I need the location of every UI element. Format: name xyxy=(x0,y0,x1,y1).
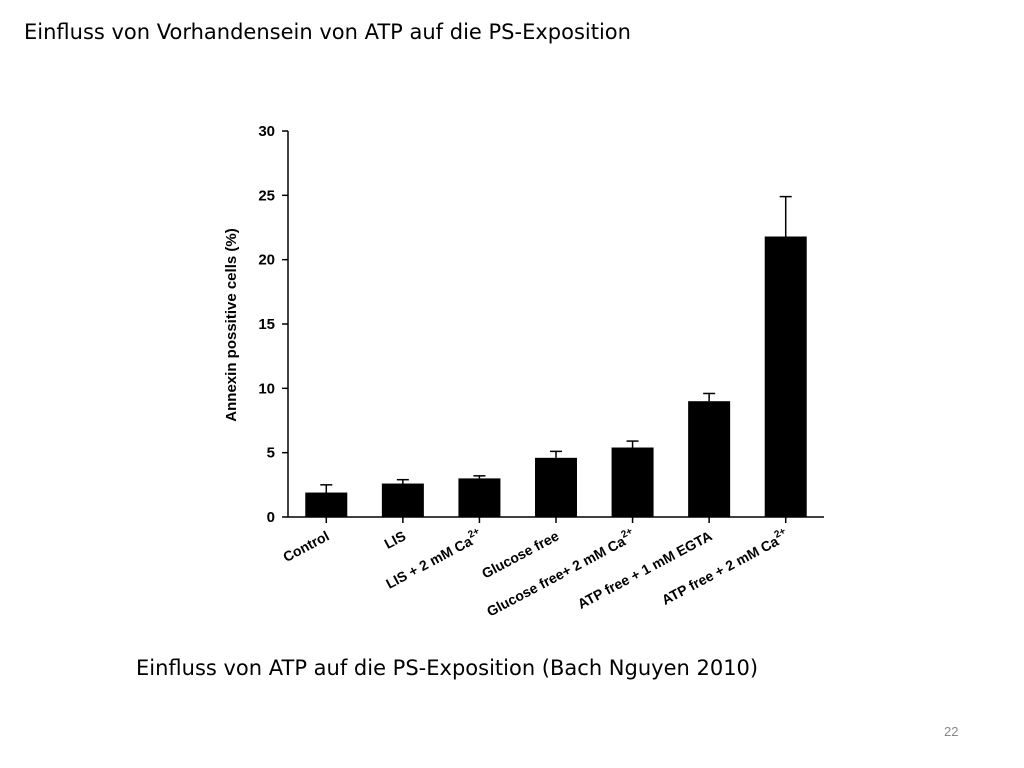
x-tick-label-superscript: 2+ xyxy=(466,526,481,541)
bar xyxy=(381,483,424,517)
x-tick-label: ATP free + 2 mM Ca2+ xyxy=(658,526,791,608)
y-tick-label: 5 xyxy=(267,445,275,462)
y-tick-label: 10 xyxy=(258,380,275,397)
x-tick-label-text: Control xyxy=(280,528,331,565)
bar xyxy=(535,457,577,517)
y-tick-label: 15 xyxy=(258,316,275,333)
bar xyxy=(305,492,348,517)
y-ticks: 0 5 10 15 20 25 30 xyxy=(258,123,288,526)
x-tick-label-superscript: 2+ xyxy=(619,526,634,541)
figure-caption: Einfluss von ATP auf die PS-Exposition (… xyxy=(136,656,759,680)
x-tick-label-superscript: 2+ xyxy=(773,526,788,541)
x-tick-label: Control xyxy=(280,528,331,565)
x-tick-label: Glucose free+ 2 mM Ca2+ xyxy=(483,526,638,620)
page-number: 22 xyxy=(944,724,959,739)
x-tick-label-text: ATP free + 1 mM EGTA xyxy=(575,528,715,612)
x-tick-label-text: Glucose free+ 2 mM Ca xyxy=(484,533,628,620)
chart-bars xyxy=(305,195,807,523)
y-axis-label: Annexin possitive cells (%) xyxy=(223,228,240,421)
slide-title: Einfluss von Vorhandensein von ATP auf d… xyxy=(24,20,631,44)
y-tick-label: 30 xyxy=(258,123,275,140)
x-tick-label: ATP free + 1 mM EGTA xyxy=(575,528,715,612)
bar xyxy=(688,401,731,517)
y-tick-label: 25 xyxy=(258,187,275,204)
bar xyxy=(611,447,654,517)
bar xyxy=(458,478,501,517)
x-tick-label: LIS xyxy=(382,528,409,552)
y-tick-label: 20 xyxy=(258,252,275,269)
bar xyxy=(764,236,807,518)
x-tick-label-text: LIS xyxy=(382,528,409,552)
y-tick-label: 0 xyxy=(267,509,275,526)
